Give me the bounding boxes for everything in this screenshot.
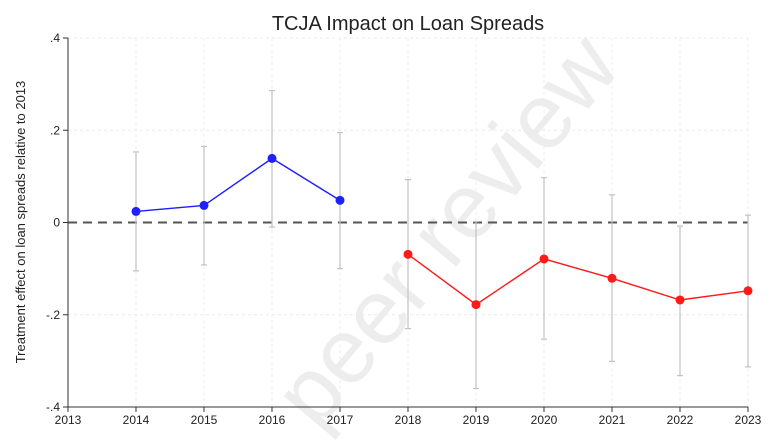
data-point (675, 295, 685, 305)
y-axis-label: Treatment effect on loan spreads relativ… (13, 81, 28, 364)
y-tick-label: -.2 (46, 308, 60, 322)
data-point (607, 273, 617, 283)
x-tick-labels: 2013 2014 2015 2016 2017 2018 2019 2020 2021 2022… (55, 413, 762, 427)
x-tick-label: 2016 (259, 413, 286, 427)
x-tick-label: 2015 (191, 413, 218, 427)
series-line-1 (135, 157, 341, 213)
data-point (199, 200, 209, 210)
data-point (403, 249, 413, 259)
data-point (743, 286, 753, 296)
series-line-2 (407, 253, 749, 306)
y-tick-label: -.4 (46, 400, 60, 414)
x-tick-label: 2013 (55, 413, 82, 427)
data-point (539, 254, 549, 264)
data-point (471, 300, 481, 310)
y-tick-label: .4 (50, 31, 60, 45)
data-point (267, 153, 277, 163)
x-tick-label: 2019 (463, 413, 490, 427)
x-tick-label: 2020 (531, 413, 558, 427)
x-tick-label: 2018 (395, 413, 422, 427)
x-tick-label: 2022 (667, 413, 694, 427)
data-point (335, 195, 345, 205)
y-tick-label: .2 (50, 123, 60, 137)
data-point (131, 206, 141, 216)
series (131, 153, 753, 310)
x-tick-label: 2021 (599, 413, 626, 427)
watermark: peer review (254, 15, 638, 445)
y-tick-label: 0 (53, 216, 60, 230)
y-tick-labels: .4 .2 0 -.2 -.4 (46, 31, 60, 414)
x-tick-label: 2017 (327, 413, 354, 427)
chart-title: TCJA Impact on Loan Spreads (272, 13, 544, 35)
axes (63, 37, 749, 412)
x-tick-label: 2014 (123, 413, 150, 427)
x-tick-label: 2023 (735, 413, 762, 427)
